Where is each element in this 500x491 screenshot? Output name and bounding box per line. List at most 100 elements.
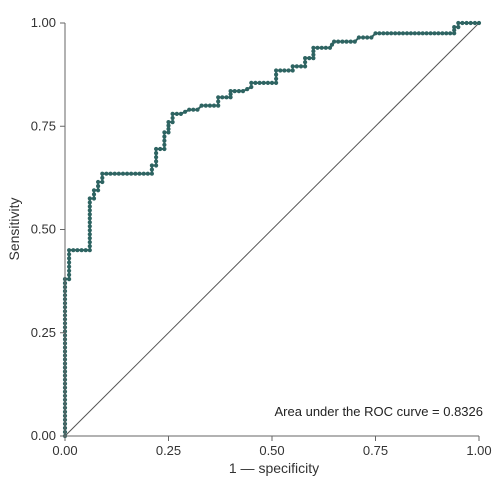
y-axis-title: Sensitivity [6, 197, 22, 260]
roc-point-marker [303, 64, 308, 69]
roc-point-marker [228, 89, 233, 94]
roc-point-marker [361, 35, 366, 40]
roc-point-marker [286, 68, 291, 73]
roc-point-marker [170, 120, 175, 125]
roc-point-marker [149, 163, 154, 168]
roc-point-marker [389, 31, 394, 36]
roc-point-marker [162, 130, 167, 135]
roc-point-marker [323, 45, 328, 50]
roc-point-marker [112, 171, 117, 176]
ticks: 0.00 0.25 0.50 0.75 1.00 0.00 0.25 0.50 0.75 1.00 [31, 15, 492, 458]
roc-point-marker [166, 126, 171, 132]
roc-point-marker [100, 175, 105, 180]
roc-point-marker [365, 35, 370, 40]
roc-point-marker [303, 56, 308, 61]
roc-curve-layer [62, 20, 482, 439]
roc-point-marker [67, 264, 72, 269]
roc-point-marker [87, 244, 92, 249]
roc-point-marker [245, 87, 250, 92]
roc-point-marker [203, 103, 208, 108]
roc-point-marker [424, 31, 429, 36]
roc-point-marker [369, 35, 374, 40]
roc-point-marker [87, 200, 92, 205]
roc-point-marker [129, 171, 134, 176]
roc-point-marker [216, 103, 221, 108]
roc-point-marker [416, 31, 421, 36]
roc-point-marker [224, 95, 229, 100]
roc-point-marker [261, 80, 266, 85]
roc-point-marker [162, 146, 167, 152]
roc-point-marker [329, 42, 335, 47]
roc-point-marker [444, 31, 449, 36]
roc-point-marker [274, 80, 279, 85]
roc-point-marker [67, 272, 72, 277]
roc-point-marker [149, 171, 154, 176]
roc-point-marker [352, 39, 357, 44]
roc-point-marker [145, 171, 150, 176]
roc-point-marker [315, 45, 320, 50]
roc-point-marker [228, 92, 233, 97]
roc-point-marker [100, 171, 105, 176]
roc-point-marker [274, 72, 279, 77]
y-tick-label: 0.50 [31, 222, 56, 237]
roc-point-marker [278, 68, 283, 73]
roc-point-marker [162, 142, 167, 147]
roc-point-marker [154, 163, 159, 168]
roc-point-marker [104, 171, 109, 176]
roc-point-marker [211, 103, 217, 108]
roc-point-marker [67, 256, 72, 261]
roc-point-marker [456, 25, 461, 30]
roc-point-marker [436, 31, 441, 36]
roc-point-marker [79, 248, 84, 253]
roc-point-marker [166, 120, 171, 125]
roc-point-marker [452, 31, 457, 36]
roc-point-marker [166, 130, 171, 135]
roc-point-marker [154, 155, 159, 160]
roc-point-marker [377, 31, 382, 36]
roc-point-marker [216, 99, 221, 104]
roc-point-marker [170, 111, 175, 116]
roc-point-marker [154, 146, 159, 152]
roc-point-marker [183, 109, 188, 114]
roc-point-marker [265, 80, 270, 85]
roc-point-marker [125, 171, 130, 176]
roc-point-marker [397, 31, 402, 36]
roc-point-marker [220, 95, 225, 100]
roc-point-marker [290, 68, 295, 73]
x-tick-label: 0.50 [259, 443, 284, 458]
roc-point-marker [472, 20, 477, 26]
roc-point-marker [311, 45, 316, 50]
roc-point-marker [303, 60, 308, 65]
roc-point-marker [87, 240, 92, 245]
roc-point-marker [67, 277, 72, 282]
roc-point-marker [249, 80, 254, 85]
roc-point-marker [274, 68, 279, 73]
roc-point-marker [87, 232, 92, 237]
roc-point-marker [404, 31, 410, 36]
roc-point-marker [460, 20, 465, 26]
roc-point-marker [216, 95, 221, 100]
roc-point-marker [448, 31, 453, 36]
roc-point-marker [428, 31, 433, 36]
roc-point-marker [282, 68, 287, 73]
roc-point-marker [249, 84, 254, 90]
roc-point-marker [96, 179, 101, 185]
roc-point-marker [373, 31, 378, 36]
roc-point-marker [91, 196, 97, 201]
roc-point-marker [307, 56, 312, 61]
roc-point-marker [253, 80, 258, 85]
roc-point-marker [348, 39, 353, 44]
roc-point-marker [340, 39, 345, 44]
roc-point-marker [228, 95, 233, 100]
roc-point-marker [87, 208, 92, 213]
x-tick-label: 1.00 [466, 443, 491, 458]
roc-point-marker [75, 248, 80, 253]
roc-point-marker [412, 31, 417, 36]
roc-point-marker [311, 56, 316, 61]
roc-point-marker [87, 216, 92, 221]
roc-point-marker [67, 268, 72, 273]
roc-point-marker [87, 212, 92, 217]
y-tick-label: 0.25 [31, 325, 56, 340]
roc-point-marker [91, 188, 97, 193]
